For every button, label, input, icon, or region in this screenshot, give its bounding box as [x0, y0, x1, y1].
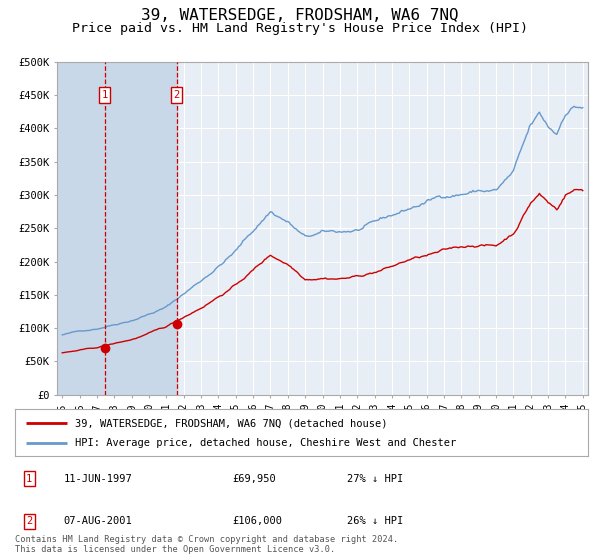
Text: 2: 2	[173, 90, 179, 100]
Text: 1: 1	[101, 90, 107, 100]
Text: HPI: Average price, detached house, Cheshire West and Chester: HPI: Average price, detached house, Ches…	[75, 438, 457, 448]
Bar	[104, 62, 176, 395]
Text: 39, WATERSEDGE, FRODSHAM, WA6 7NQ: 39, WATERSEDGE, FRODSHAM, WA6 7NQ	[141, 8, 459, 24]
Text: 1: 1	[26, 474, 32, 484]
Text: Price paid vs. HM Land Registry's House Price Index (HPI): Price paid vs. HM Land Registry's House …	[72, 22, 528, 35]
Bar	[57, 62, 104, 395]
Text: 26% ↓ HPI: 26% ↓ HPI	[347, 516, 404, 526]
Text: £106,000: £106,000	[233, 516, 283, 526]
Text: 07-AUG-2001: 07-AUG-2001	[64, 516, 133, 526]
Text: 27% ↓ HPI: 27% ↓ HPI	[347, 474, 404, 484]
Text: 2: 2	[26, 516, 32, 526]
Text: £69,950: £69,950	[233, 474, 277, 484]
Text: Contains HM Land Registry data © Crown copyright and database right 2024.
This d: Contains HM Land Registry data © Crown c…	[15, 535, 398, 554]
Text: 11-JUN-1997: 11-JUN-1997	[64, 474, 133, 484]
Text: 39, WATERSEDGE, FRODSHAM, WA6 7NQ (detached house): 39, WATERSEDGE, FRODSHAM, WA6 7NQ (detac…	[75, 418, 388, 428]
